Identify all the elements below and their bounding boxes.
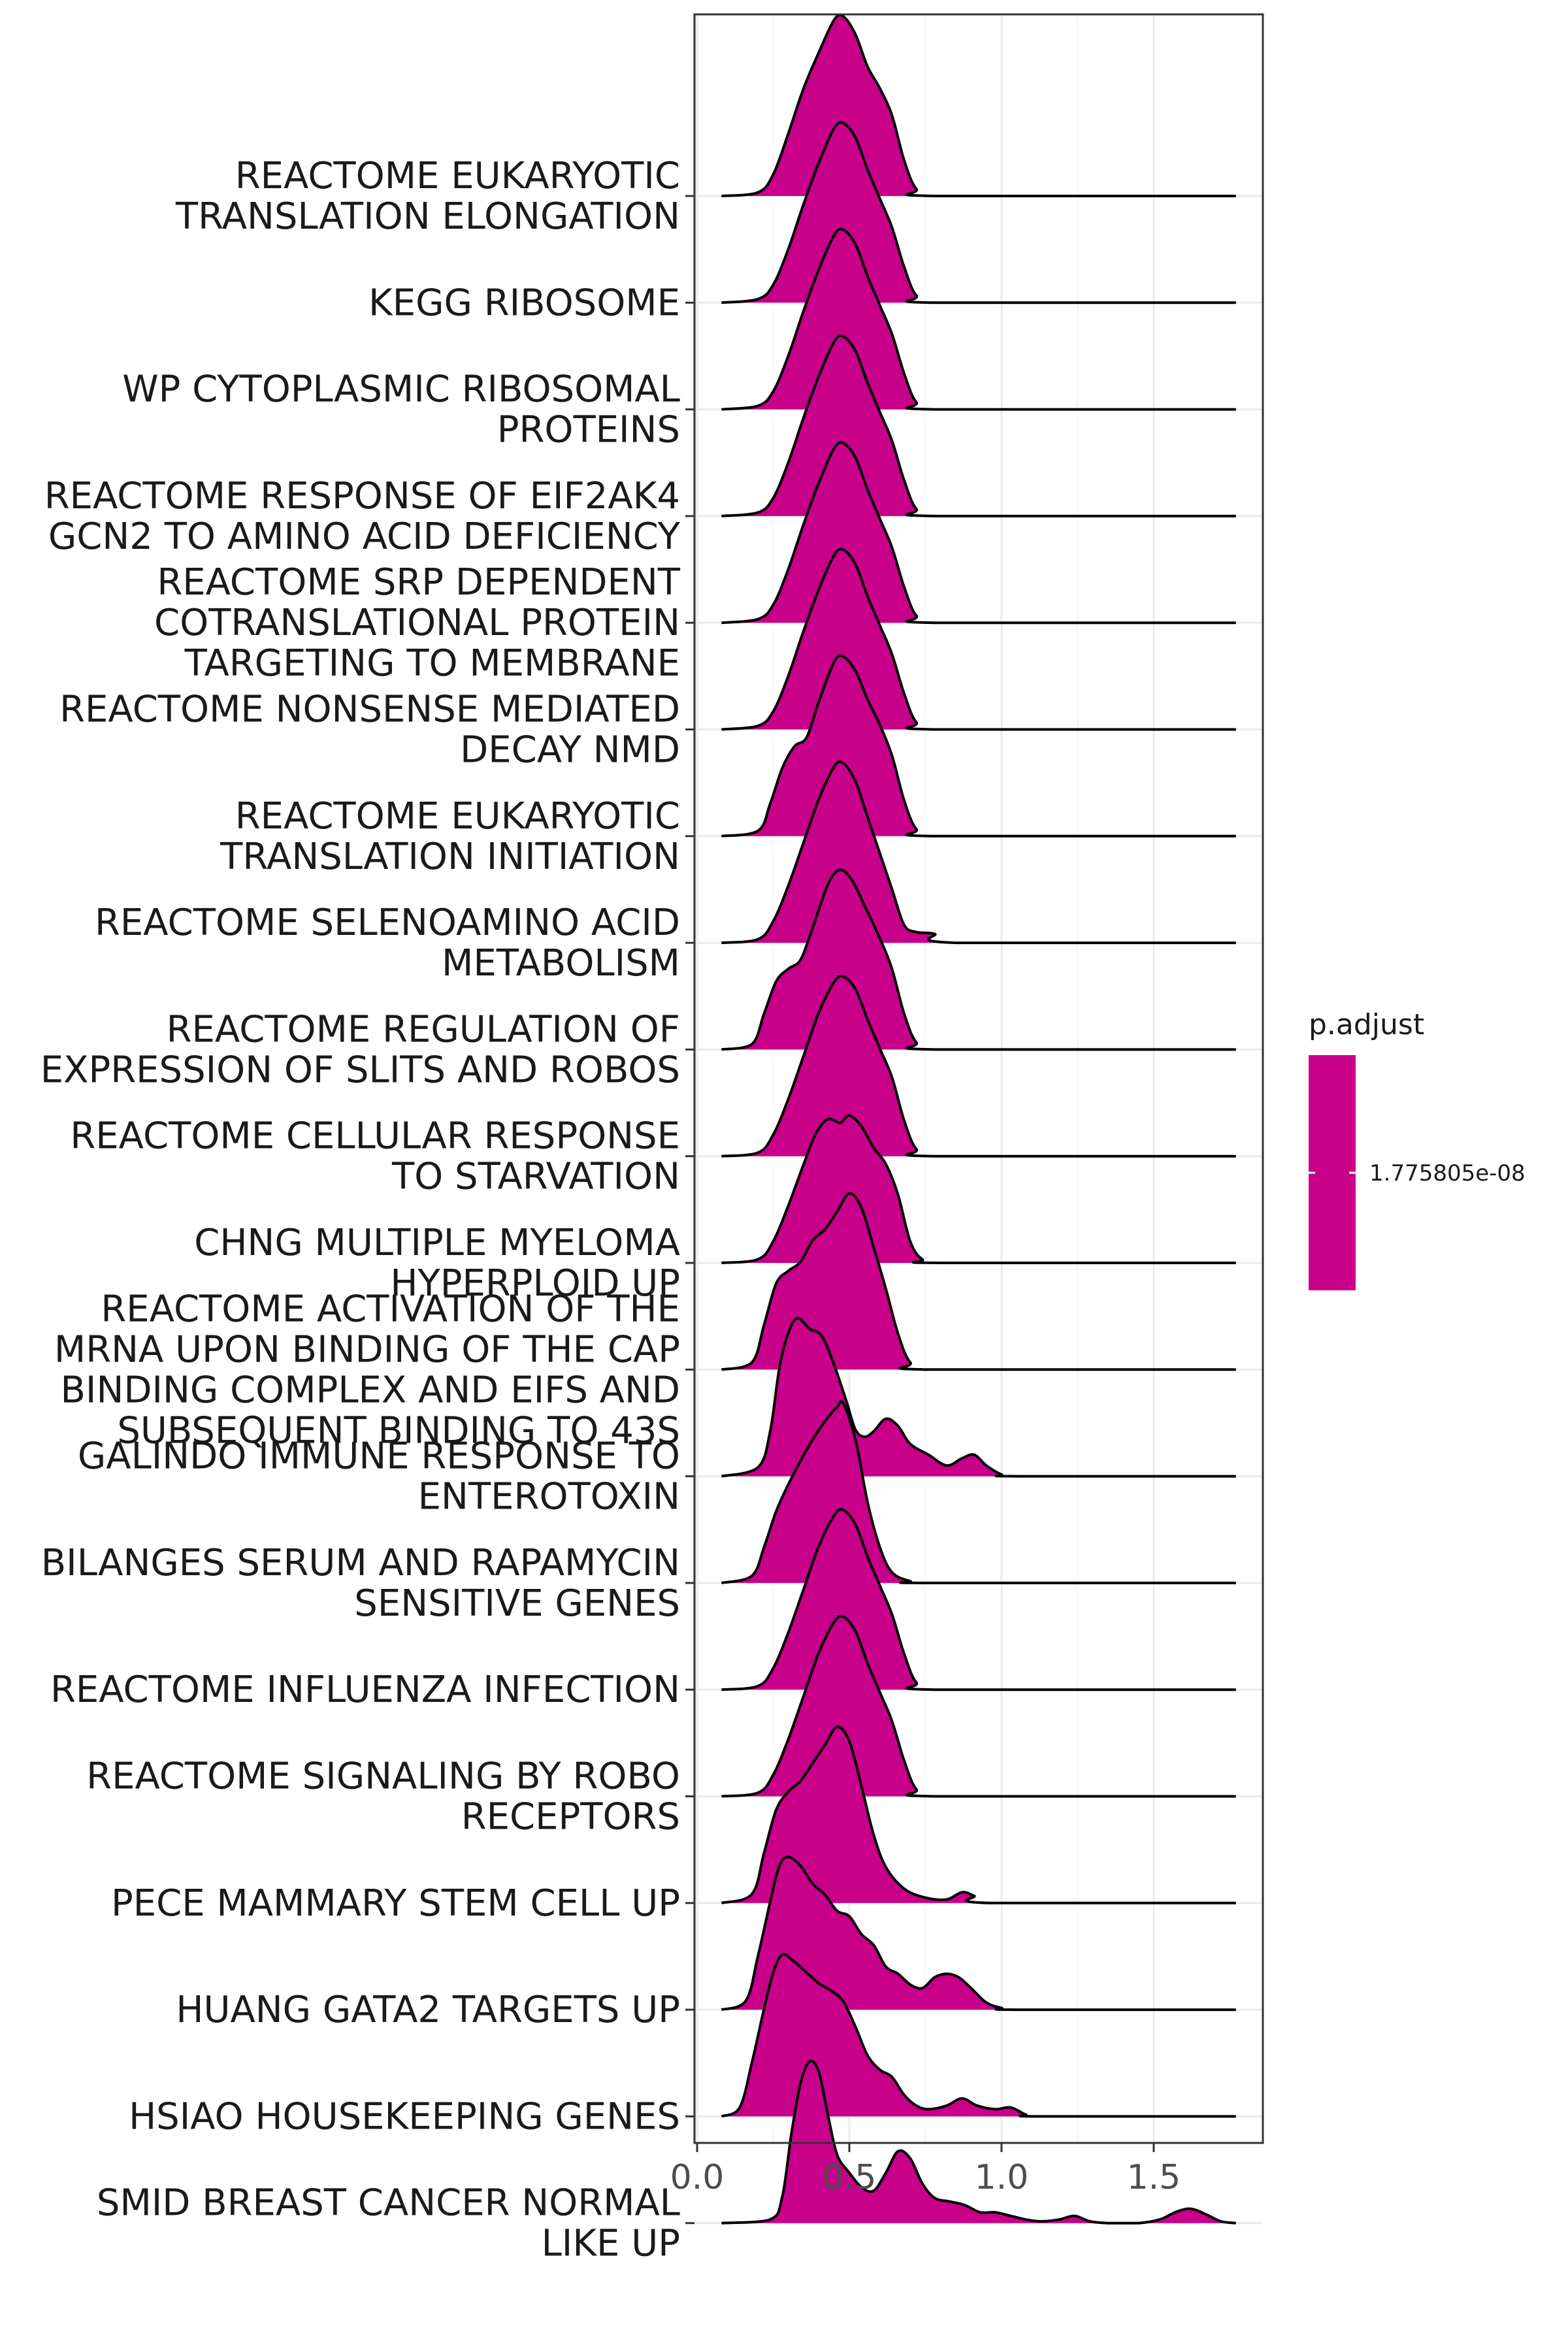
y-label-5-1: DECAY NMD <box>460 729 680 772</box>
y-label-8-0: REACTOME REGULATION OF <box>167 1008 680 1051</box>
ridge-outline-17 <box>721 1855 1236 2012</box>
legend-label: 1.775805e-08 <box>1369 1160 1526 1186</box>
y-label-1-0: KEGG RIBOSOME <box>368 282 680 324</box>
y-label-12-0: GALINDO IMMUNE RESPONSE TO <box>78 1435 680 1478</box>
ridge-outline-15 <box>721 1614 1236 1798</box>
y-label-9-0: REACTOME CELLULAR RESPONSE <box>70 1115 680 1158</box>
y-label-13-0: BILANGES SERUM AND RAPAMYCIN <box>41 1542 680 1584</box>
ridge-18 <box>721 1953 1236 2118</box>
ridge-outline-19 <box>721 2059 1236 2225</box>
ridge-outline-6 <box>721 654 1236 838</box>
ridge-17 <box>721 1855 1236 2012</box>
legend-colorbar <box>1309 1055 1356 1290</box>
ridge-outline-2 <box>721 227 1236 411</box>
legend: p.adjust 1.775805e-08 <box>1309 1008 1526 1290</box>
ridge-19 <box>721 2059 1236 2225</box>
y-label-0-1: TRANSLATION ELONGATION <box>175 195 680 238</box>
y-label-10-0: CHNG MULTIPLE MYELOMA <box>194 1222 680 1264</box>
ridge-outline-4 <box>721 441 1236 625</box>
x-tick-label-1: 0.5 <box>823 2158 877 2197</box>
y-label-11-3: SUBSEQUENT BINDING TO 43S <box>117 1409 680 1452</box>
ridge-outline-11 <box>721 1192 1236 1371</box>
ridge-outline-9 <box>721 974 1236 1158</box>
ridge-12 <box>721 1316 1236 1478</box>
legend-title: p.adjust <box>1309 1008 1424 1041</box>
ridge-fill-9 <box>721 975 1236 1156</box>
ridge-outline-7 <box>721 760 1236 945</box>
y-label-6-0: REACTOME EUKARYOTIC <box>235 795 680 838</box>
y-label-11-2: BINDING COMPLEX AND EIFS AND <box>61 1369 680 1411</box>
x-axis: 0.0 0.5 1.0 1.5 <box>670 2143 1181 2197</box>
x-tick-label-2: 1.0 <box>975 2158 1029 2197</box>
ridge-outline-18 <box>721 1953 1236 2118</box>
y-label-18-0: HSIAO HOUSEKEEPING GENES <box>129 2095 680 2138</box>
y-label-3-1: GCN2 TO AMINO ACID DEFICIENCY <box>48 515 681 558</box>
y-label-2-0: WP CYTOPLASMIC RIBOSOMAL <box>122 368 680 411</box>
ridge-11 <box>721 1192 1236 1371</box>
y-label-15-0: REACTOME SIGNALING BY ROBO <box>86 1756 680 1798</box>
ridge-outline-14 <box>721 1508 1236 1691</box>
ridge-outline-16 <box>721 1725 1236 1904</box>
y-label-14-0: REACTOME INFLUENZA INFECTION <box>50 1669 680 1711</box>
ridge-outline-0 <box>721 13 1236 198</box>
ridge-16 <box>721 1725 1236 1904</box>
ridge-outline-1 <box>721 121 1236 304</box>
y-label-4-0: REACTOME SRP DEPENDENT <box>157 561 680 604</box>
y-label-11-1: MRNA UPON BINDING OF THE CAP <box>54 1328 680 1371</box>
y-label-15-1: RECEPTORS <box>461 1796 680 1838</box>
y-label-16-0: PECE MAMMARY STEM CELL UP <box>111 1882 680 1925</box>
y-label-12-1: ENTEROTOXIN <box>418 1476 680 1518</box>
y-label-9-1: TO STARVATION <box>391 1156 680 1198</box>
x-tick-label-0: 0.0 <box>670 2158 725 2197</box>
y-label-7-0: REACTOME SELENOAMINO ACID <box>95 902 680 944</box>
y-label-6-1: TRANSLATION INITIATION <box>220 836 680 878</box>
y-label-8-1: EXPRESSION OF SLITS AND ROBOS <box>41 1049 680 1091</box>
y-label-7-1: METABOLISM <box>442 942 680 985</box>
ridge-outline-8 <box>721 868 1236 1051</box>
y-label-5-0: REACTOME NONSENSE MEDIATED <box>59 689 680 731</box>
y-label-4-1: COTRANSLATIONAL PROTEIN <box>154 602 680 644</box>
ridge-outline-5 <box>721 547 1236 731</box>
ridge-fill-12 <box>721 1318 1236 1477</box>
ridge-fill-16 <box>721 1727 1236 1903</box>
y-label-19-0: SMID BREAST CANCER NORMAL <box>97 2182 680 2225</box>
y-label-11-0: REACTOME ACTIVATION OF THE <box>101 1288 680 1330</box>
y-label-13-1: SENSITIVE GENES <box>354 1582 680 1625</box>
y-label-17-0: HUANG GATA2 TARGETS UP <box>176 1989 680 2031</box>
ridge-fill-17 <box>721 1857 1236 2010</box>
y-label-4-2: TARGETING TO MEMBRANE <box>184 642 680 685</box>
ridge-9 <box>721 974 1236 1158</box>
x-tick-label-3: 1.5 <box>1127 2158 1181 2197</box>
y-label-2-1: PROTEINS <box>497 409 680 451</box>
ridge-fill-19 <box>721 2061 1236 2223</box>
ridge-outline-3 <box>721 334 1236 517</box>
ridges <box>721 13 1236 2225</box>
ridge-0 <box>721 13 1236 198</box>
y-label-0-0: REACTOME EUKARYOTIC <box>235 155 680 197</box>
ridge-fill-18 <box>721 1954 1236 2117</box>
ridge-outline-10 <box>721 1114 1236 1265</box>
ridge-outline-13 <box>721 1399 1236 1584</box>
y-label-3-0: REACTOME RESPONSE OF EIF2AK4 <box>44 475 680 517</box>
y-label-10-1: HYPERPLOID UP <box>390 1262 680 1305</box>
panel-border <box>693 13 1264 2144</box>
ridge-outline-12 <box>721 1316 1236 1478</box>
y-label-19-1: LIKE UP <box>542 2223 680 2265</box>
ridge-fill-11 <box>721 1193 1236 1370</box>
